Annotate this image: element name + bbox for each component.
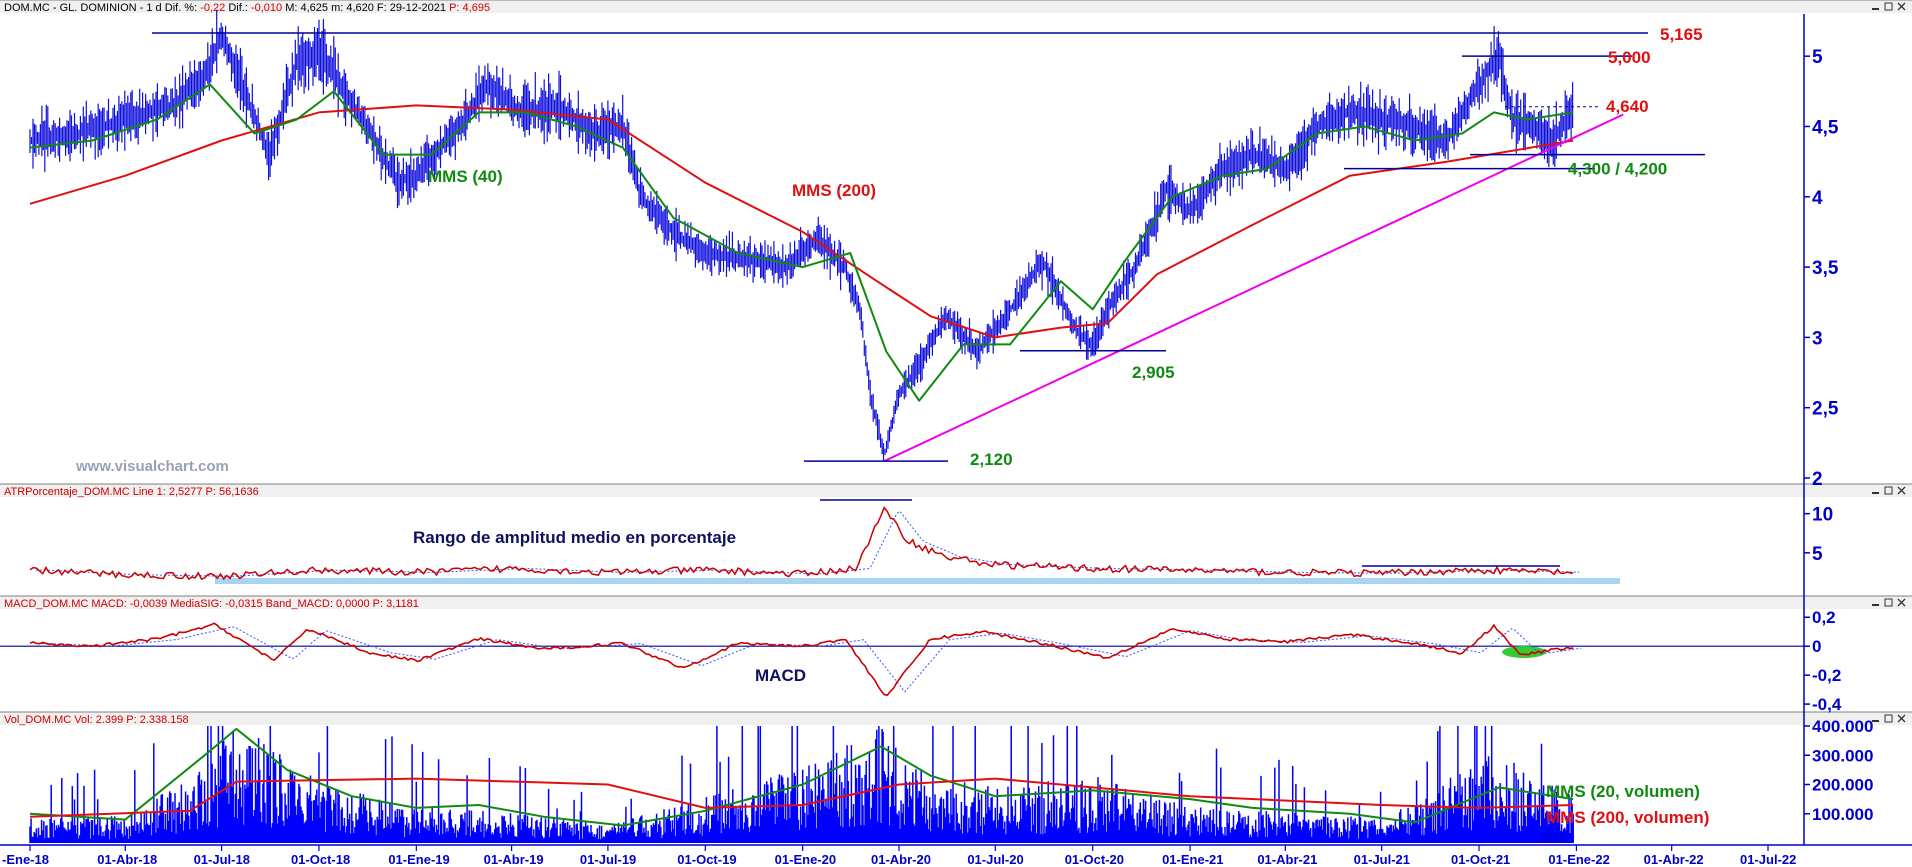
volume-y-tick-label: 100.000	[1812, 805, 1873, 824]
price-y-tick-label: 2	[1812, 469, 1823, 490]
x-tick-label: 01-Jul-19	[580, 852, 636, 867]
annotation-4640: 4,640	[1606, 97, 1649, 116]
x-tick-label: 01-Ene-22	[1548, 852, 1609, 867]
macd-panel-title: MACD	[755, 666, 806, 685]
price-minimize-icon[interactable]	[1872, 8, 1879, 10]
x-tick-label: 01-Ene-19	[388, 852, 449, 867]
x-tick-label: 01-Abr-21	[1257, 852, 1317, 867]
atr-maximize-icon[interactable]	[1884, 486, 1893, 495]
annotation-5165: 5,165	[1660, 25, 1703, 44]
watermark: www.visualchart.com	[75, 458, 229, 475]
price-y-tick-label: 5	[1812, 47, 1823, 68]
atr-close-icon[interactable]	[1897, 486, 1906, 495]
volume-minimize-icon[interactable]	[1872, 720, 1879, 722]
macd-y-tick-label: 0	[1812, 637, 1821, 656]
macd-minimize-icon[interactable]	[1872, 604, 1879, 606]
atr-panel-header-bar	[0, 484, 1912, 497]
x-tick-label: 01-Ene-21	[1162, 852, 1223, 867]
x-tick-label: 01-Abr-22	[1644, 852, 1704, 867]
price-bar	[29, 9, 1574, 461]
atr-line	[29, 506, 1574, 581]
price-close-icon[interactable]	[1897, 2, 1906, 11]
atr-panel-title: Rango de amplitud medio en porcentaje	[413, 528, 736, 547]
atr-low-band	[215, 578, 1620, 585]
annotation-2905: 2,905	[1132, 363, 1175, 382]
volume-header: Vol_DOM.MC Vol: 2.399 P: 2.338.158	[4, 714, 189, 726]
volume-panel-header-bar	[0, 712, 1912, 725]
price-y-tick-label: 4,5	[1812, 117, 1839, 138]
macd-panel-header-bar	[0, 596, 1912, 609]
x-tick-label: 01-Jul-22	[1740, 852, 1796, 867]
annotation-2120: 2,120	[970, 450, 1013, 469]
macd-panel[interactable]: 0,2 0 -0,2 -0,4 MACD	[0, 608, 1842, 714]
volume-panel[interactable]: 400.000 300.000 200.000 100.000 MMS (20, vol…	[29, 717, 1873, 843]
x-tick-label: 01-Abr-18	[97, 852, 157, 867]
macd-line	[29, 622, 1574, 696]
atr-y-tick-label: 10	[1812, 505, 1833, 526]
volume-maximize-icon[interactable]	[1884, 714, 1893, 723]
x-axis: -Ene-18 01-Abr-18 01-Jul-18 01-Oct-18 01-Ene…	[2, 831, 1796, 867]
atr-panel[interactable]: 10 5 Rango de amplitud medio en porcentaje	[29, 499, 1833, 585]
annotation-5000: 5,000	[1608, 48, 1651, 67]
x-tick-label: 01-Abr-19	[484, 852, 544, 867]
macd-header: MACD_DOM.MC MACD: -0,0039 MediaSIG: -0,0…	[4, 598, 419, 610]
macd-close-icon[interactable]	[1897, 598, 1906, 607]
price-maximize-icon[interactable]	[1884, 2, 1893, 11]
price-header: DOM.MC - GL. DOMINION - 1 d Dif. %: -0,2…	[4, 2, 490, 14]
macd-y-tick-label: -0,4	[1812, 695, 1842, 714]
x-tick-label: 01-Jul-18	[194, 852, 250, 867]
x-tick-label: 01-Ene-20	[775, 852, 836, 867]
price-panel-header-bar	[0, 0, 1912, 13]
atr-y-tick-label: 5	[1812, 544, 1823, 565]
volume-bar	[29, 726, 1574, 843]
price-panel[interactable]: 2 2,5 3 3,5 4 4,5 5 5,165 5,000 4,640 4,300 / 4,20…	[29, 9, 1839, 490]
volume-mms20-label: MMS (20, volumen)	[1546, 782, 1700, 801]
mms200-label: MMS (200)	[792, 181, 876, 200]
atr-minimize-icon[interactable]	[1872, 492, 1879, 494]
x-tick-label: 01-Jul-21	[1354, 852, 1410, 867]
window-controls	[1872, 2, 1906, 723]
volume-y-tick-label: 300.000	[1812, 746, 1873, 765]
support-trendline	[883, 113, 1624, 463]
price-bars	[29, 9, 1574, 461]
atr-header: ATRPorcentaje_DOM.MC Line 1: 2,5277 P: 5…	[4, 486, 259, 498]
volume-mms200-label: MMS (200, volumen)	[1546, 808, 1709, 827]
price-y-tick-label: 2,5	[1812, 399, 1839, 420]
macd-y-tick-label: -0,2	[1812, 666, 1841, 685]
price-y-tick-label: 3	[1812, 328, 1823, 349]
annotation-4300-4200: 4,300 / 4,200	[1568, 160, 1667, 179]
x-tick-label: 01-Abr-20	[871, 852, 931, 867]
macd-signal-line	[38, 626, 1582, 693]
x-tick-label: 01-Oct-20	[1065, 852, 1124, 867]
volume-mms20-line	[29, 727, 1574, 827]
x-tick-label: 01-Jul-20	[967, 852, 1023, 867]
macd-y-tick-label: 0,2	[1812, 608, 1836, 627]
year-marker: 2022	[1539, 831, 1566, 845]
price-y-tick-label: 3,5	[1812, 258, 1839, 279]
atr-signal-line	[36, 510, 1580, 577]
panel-frames	[0, 0, 1912, 846]
x-tick-label: 01-Oct-21	[1451, 852, 1510, 867]
volume-y-tick-label: 400.000	[1812, 717, 1873, 736]
mms40-label: MMS (40)	[428, 167, 503, 186]
macd-maximize-icon[interactable]	[1884, 598, 1893, 607]
x-tick-label: 01-Oct-18	[291, 852, 350, 867]
volume-mms200-line	[29, 777, 1574, 818]
panel-headers: DOM.MC - GL. DOMINION - 1 d Dif. %: -0,2…	[4, 2, 490, 726]
x-tick-label: -Ene-18	[2, 852, 49, 867]
volume-y-tick-label: 200.000	[1812, 776, 1873, 795]
mms40-line	[29, 83, 1574, 402]
volume-close-icon[interactable]	[1897, 714, 1906, 723]
mms200-line	[29, 104, 1574, 339]
x-tick-label: 01-Oct-19	[677, 852, 736, 867]
price-y-tick-label: 4	[1812, 188, 1823, 209]
